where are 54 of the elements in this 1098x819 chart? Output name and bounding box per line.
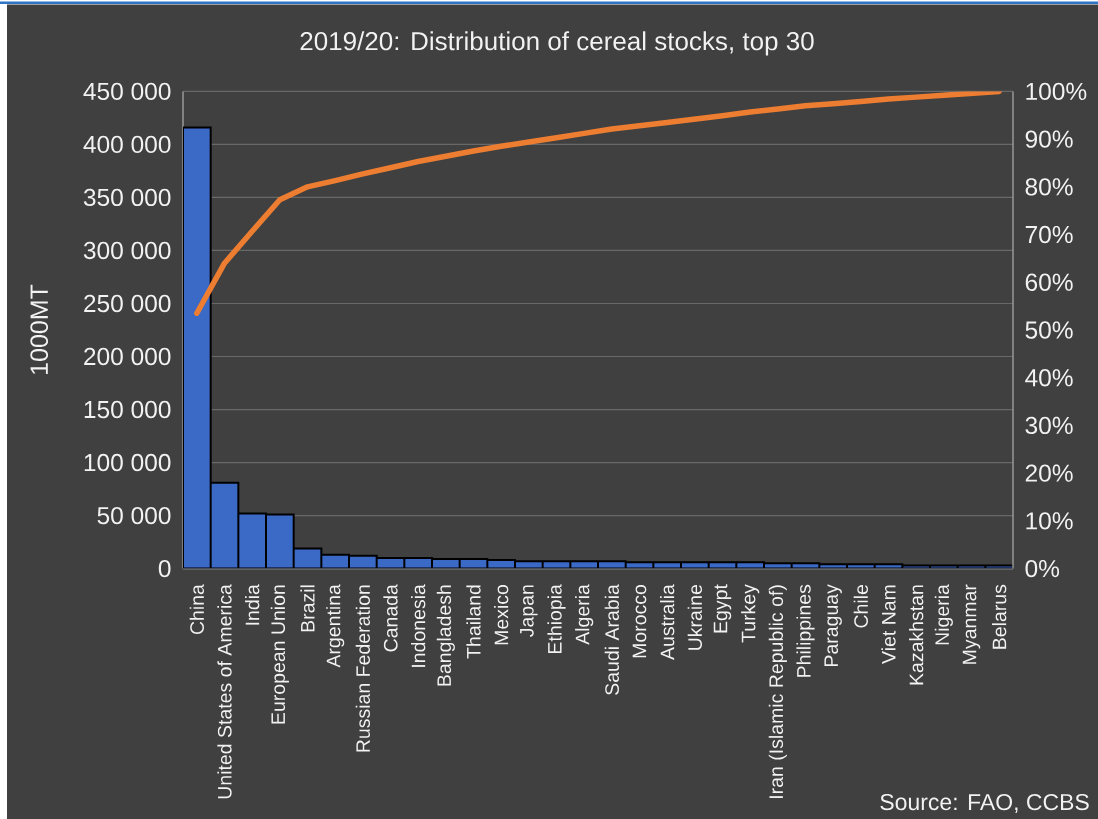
x-tick-label: Kazakhstan (909, 585, 924, 685)
x-tick-label: Viet Nam (881, 585, 896, 664)
x-tick-label: Argentina (326, 584, 345, 668)
x-tick-label: Bangladesh (436, 585, 455, 686)
y2-tick-label: 50% (1025, 321, 1073, 339)
x-tick-label: United States of America (217, 584, 232, 799)
x-tick-label: Australia (660, 584, 675, 660)
x-tick-label: Russian Federation (355, 585, 370, 752)
y-tick-label: 250 000 (84, 294, 171, 313)
y2-tick-label: 0% (1025, 559, 1060, 578)
y-tick-label: 350 000 (83, 188, 171, 207)
x-tick-label: Ethiopia (547, 584, 566, 653)
x-tick-label: Egypt (713, 584, 732, 633)
x-tick-label: Indonesia (411, 584, 426, 667)
x-tick-label: Myanmar (962, 584, 981, 664)
y2-tick-label: 40% (1025, 369, 1073, 387)
y2-tick-label: 20% (1025, 464, 1073, 482)
y-tick-label: 100 000 (84, 453, 171, 472)
y-tick-label: 50 000 (97, 506, 171, 525)
x-tick-label: Chile (853, 585, 868, 628)
x-tick-label: Iran (Islamic Republic of) (768, 585, 787, 798)
x-tick-label: Thailand (466, 585, 481, 659)
x-tick-label: Mexico (494, 584, 509, 645)
x-tick-label: Belarus (992, 584, 1007, 649)
x-tick-label: Philippines (796, 584, 815, 677)
y2-tick-label: 30% (1025, 416, 1073, 435)
y2-tick-label: 10% (1026, 512, 1073, 530)
x-tick-label: Ukraine (687, 585, 702, 650)
x-tick-label: Canada (383, 584, 398, 652)
y2-tick-label: 90% (1025, 130, 1073, 148)
y-tick-label: 150 000 (84, 400, 171, 419)
x-tick-label: China (189, 584, 204, 635)
x-tick-label: Nigeria (934, 584, 953, 645)
x-tick-label: Saudi Arabia (604, 584, 619, 695)
y2-tick-label: 100% (1026, 82, 1087, 101)
x-tick-label: European Union (270, 585, 289, 724)
x-tick-label: Turkey (741, 584, 760, 643)
y-tick-label: 0 (158, 559, 171, 578)
y2-tick-label: 60% (1025, 273, 1073, 291)
y-tick-label: 200 000 (84, 347, 171, 366)
y-tick-label: 450 000 (83, 82, 171, 101)
y-tick-label: 300 000 (83, 241, 171, 260)
x-tick-label: Algeria (575, 584, 594, 645)
x-tick-label: Brazil (300, 585, 315, 632)
x-tick-label: India (245, 584, 260, 625)
chart-title: 2019/20: Distribution of cereal stocks, top 30 (300, 31, 814, 56)
x-tick-label: Morocco (632, 584, 647, 658)
y2-tick-label: 80% (1025, 178, 1073, 196)
y-axis-title: 1000MT (30, 284, 49, 374)
x-tick-label: Japan (520, 585, 538, 637)
y2-tick-label: 70% (1025, 225, 1073, 244)
y-tick-label: 400 000 (83, 135, 171, 154)
x-tick-label: Paraguay (824, 584, 842, 666)
source-note: Source: FAO, CCBS (880, 793, 1089, 813)
